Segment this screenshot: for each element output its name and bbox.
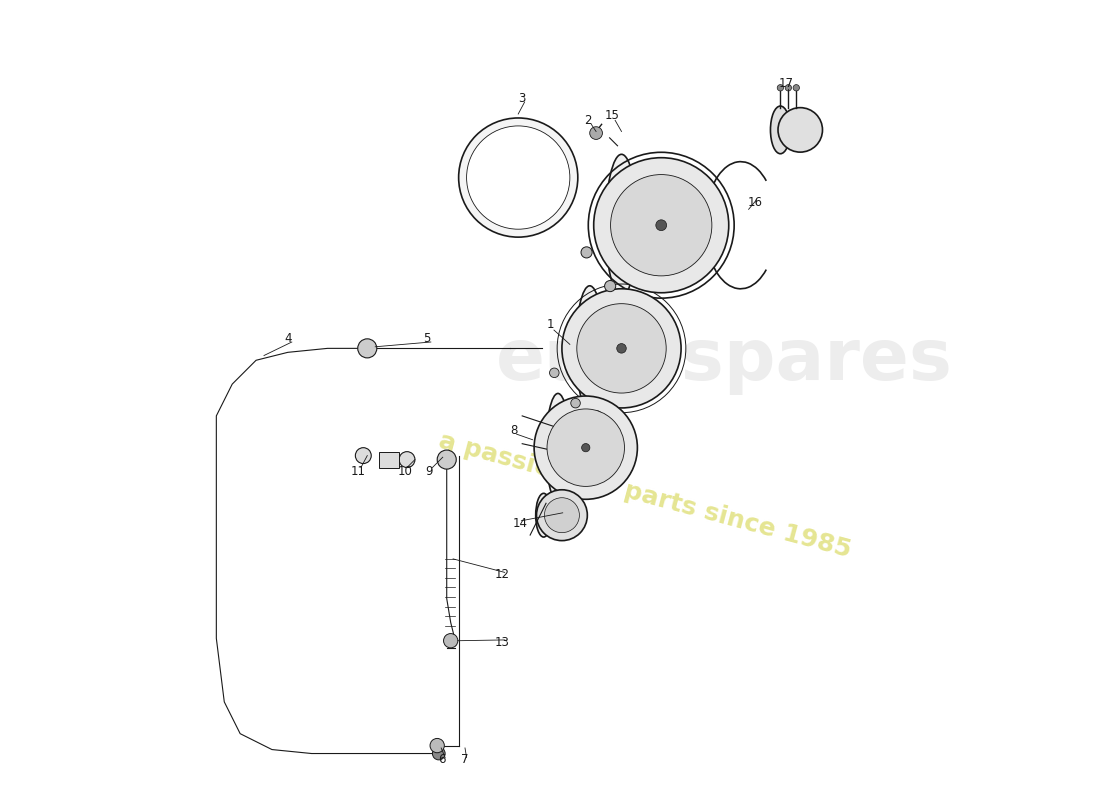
Circle shape xyxy=(443,634,458,648)
Text: 13: 13 xyxy=(495,636,509,649)
Circle shape xyxy=(590,126,603,139)
Circle shape xyxy=(778,85,783,91)
Text: 10: 10 xyxy=(397,465,412,478)
Text: 5: 5 xyxy=(424,331,430,345)
Text: a passion for parts since 1985: a passion for parts since 1985 xyxy=(437,429,855,562)
Circle shape xyxy=(793,85,800,91)
Circle shape xyxy=(785,85,792,91)
Circle shape xyxy=(576,304,667,393)
Circle shape xyxy=(547,409,625,486)
Text: 2: 2 xyxy=(584,114,592,127)
Text: 12: 12 xyxy=(495,568,509,582)
Text: 8: 8 xyxy=(510,424,518,437)
FancyBboxPatch shape xyxy=(379,452,399,467)
Text: 14: 14 xyxy=(513,517,527,530)
Ellipse shape xyxy=(606,154,637,296)
Text: 4: 4 xyxy=(284,331,292,345)
Ellipse shape xyxy=(536,494,551,537)
Circle shape xyxy=(778,108,823,152)
Circle shape xyxy=(535,396,637,499)
Circle shape xyxy=(459,118,578,237)
Circle shape xyxy=(437,450,456,469)
Circle shape xyxy=(571,398,581,408)
Circle shape xyxy=(537,490,587,541)
Circle shape xyxy=(581,247,592,258)
Text: 16: 16 xyxy=(748,197,762,210)
Text: 9: 9 xyxy=(426,465,433,478)
Circle shape xyxy=(550,368,559,378)
Circle shape xyxy=(466,126,570,229)
Text: 3: 3 xyxy=(518,92,526,105)
Text: 17: 17 xyxy=(779,78,793,90)
Circle shape xyxy=(432,747,446,760)
Circle shape xyxy=(610,174,712,276)
Text: 15: 15 xyxy=(605,109,619,122)
Circle shape xyxy=(399,452,415,467)
Circle shape xyxy=(358,339,377,358)
Circle shape xyxy=(562,289,681,408)
Circle shape xyxy=(605,281,616,292)
Circle shape xyxy=(430,738,444,753)
Ellipse shape xyxy=(770,106,790,154)
Text: 6: 6 xyxy=(438,754,446,766)
Text: 11: 11 xyxy=(350,465,365,478)
Text: eurospares: eurospares xyxy=(496,326,954,394)
Circle shape xyxy=(355,448,372,463)
Ellipse shape xyxy=(546,394,570,502)
Circle shape xyxy=(544,498,580,533)
Text: 7: 7 xyxy=(461,754,469,766)
Circle shape xyxy=(617,343,626,353)
Circle shape xyxy=(582,443,590,452)
Ellipse shape xyxy=(575,286,604,411)
Circle shape xyxy=(594,158,729,293)
Circle shape xyxy=(656,220,667,230)
Circle shape xyxy=(592,410,602,420)
Text: 1: 1 xyxy=(547,318,553,331)
